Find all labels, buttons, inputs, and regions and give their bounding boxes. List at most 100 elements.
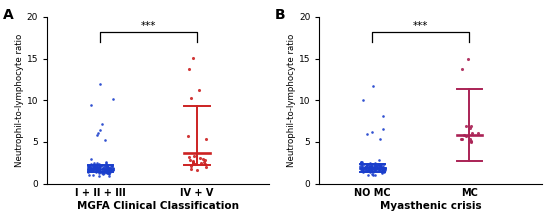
Point — [373, 167, 382, 171]
Point — [107, 164, 116, 168]
Point — [85, 173, 94, 176]
Point — [101, 167, 110, 170]
Point — [379, 170, 388, 173]
Point — [364, 170, 372, 173]
Point — [95, 165, 104, 168]
Point — [371, 165, 380, 168]
Point — [103, 164, 112, 167]
Point — [99, 169, 108, 172]
Point — [361, 170, 370, 173]
Point — [89, 167, 98, 171]
Point — [466, 126, 475, 129]
Y-axis label: Neutrophil-to-lymphocyte ratio: Neutrophil-to-lymphocyte ratio — [287, 34, 296, 167]
Point — [363, 162, 372, 166]
Point — [377, 170, 386, 174]
Point — [380, 169, 389, 172]
Point — [190, 154, 199, 158]
Point — [359, 167, 368, 171]
Point — [367, 173, 376, 176]
Point — [94, 167, 103, 171]
Point — [378, 114, 387, 118]
Point — [364, 169, 372, 172]
Point — [108, 166, 117, 170]
Point — [88, 169, 97, 172]
Point — [189, 159, 197, 162]
Point — [91, 164, 100, 168]
Point — [370, 163, 378, 167]
Point — [379, 167, 388, 170]
Point — [99, 166, 108, 170]
Point — [364, 166, 372, 169]
Point — [107, 168, 116, 172]
Point — [371, 163, 380, 167]
Point — [100, 165, 109, 168]
Point — [358, 169, 366, 172]
Point — [376, 163, 384, 166]
Point — [463, 57, 472, 60]
Point — [359, 99, 367, 102]
Point — [363, 165, 372, 169]
Point — [365, 167, 373, 171]
Point — [360, 167, 369, 171]
Point — [378, 165, 387, 169]
Point — [84, 167, 92, 171]
Point — [362, 163, 371, 166]
Point — [369, 173, 378, 177]
Point — [100, 170, 109, 173]
Point — [103, 164, 112, 168]
Point — [380, 162, 389, 166]
Point — [94, 174, 103, 177]
Point — [458, 68, 466, 71]
Point — [364, 174, 372, 177]
Point — [91, 171, 100, 174]
Point — [372, 167, 381, 171]
Point — [357, 170, 366, 173]
Point — [88, 169, 97, 173]
Point — [361, 166, 370, 170]
Point — [366, 167, 375, 171]
Point — [97, 163, 106, 166]
Point — [94, 167, 102, 170]
Point — [356, 162, 365, 166]
Point — [103, 166, 112, 169]
Point — [358, 160, 367, 163]
Point — [104, 170, 113, 173]
Point — [87, 157, 96, 161]
Point — [102, 170, 111, 173]
Point — [95, 165, 103, 169]
Point — [186, 158, 195, 162]
Point — [90, 167, 98, 170]
X-axis label: Myasthenic crisis: Myasthenic crisis — [379, 201, 481, 211]
Point — [105, 166, 114, 170]
Point — [107, 165, 116, 168]
Point — [191, 162, 200, 165]
Point — [87, 163, 96, 166]
Point — [367, 130, 376, 134]
Point — [103, 167, 112, 171]
Point — [85, 164, 94, 168]
Point — [366, 164, 375, 168]
Point — [92, 165, 101, 168]
Point — [95, 171, 104, 174]
Point — [376, 168, 384, 171]
Point — [104, 166, 113, 170]
Point — [92, 163, 101, 166]
Point — [376, 163, 385, 167]
Point — [101, 168, 110, 171]
Point — [186, 167, 195, 171]
Point — [370, 162, 379, 166]
Point — [379, 166, 388, 170]
Point — [106, 169, 114, 172]
Point — [371, 167, 380, 171]
Point — [365, 164, 374, 167]
Point — [93, 161, 102, 165]
Point — [358, 166, 367, 169]
Point — [366, 166, 375, 169]
Point — [87, 162, 96, 166]
Point — [376, 138, 384, 141]
Point — [84, 164, 93, 168]
Point — [84, 164, 92, 168]
Point — [461, 124, 470, 128]
Point — [365, 169, 374, 173]
Point — [356, 161, 365, 165]
